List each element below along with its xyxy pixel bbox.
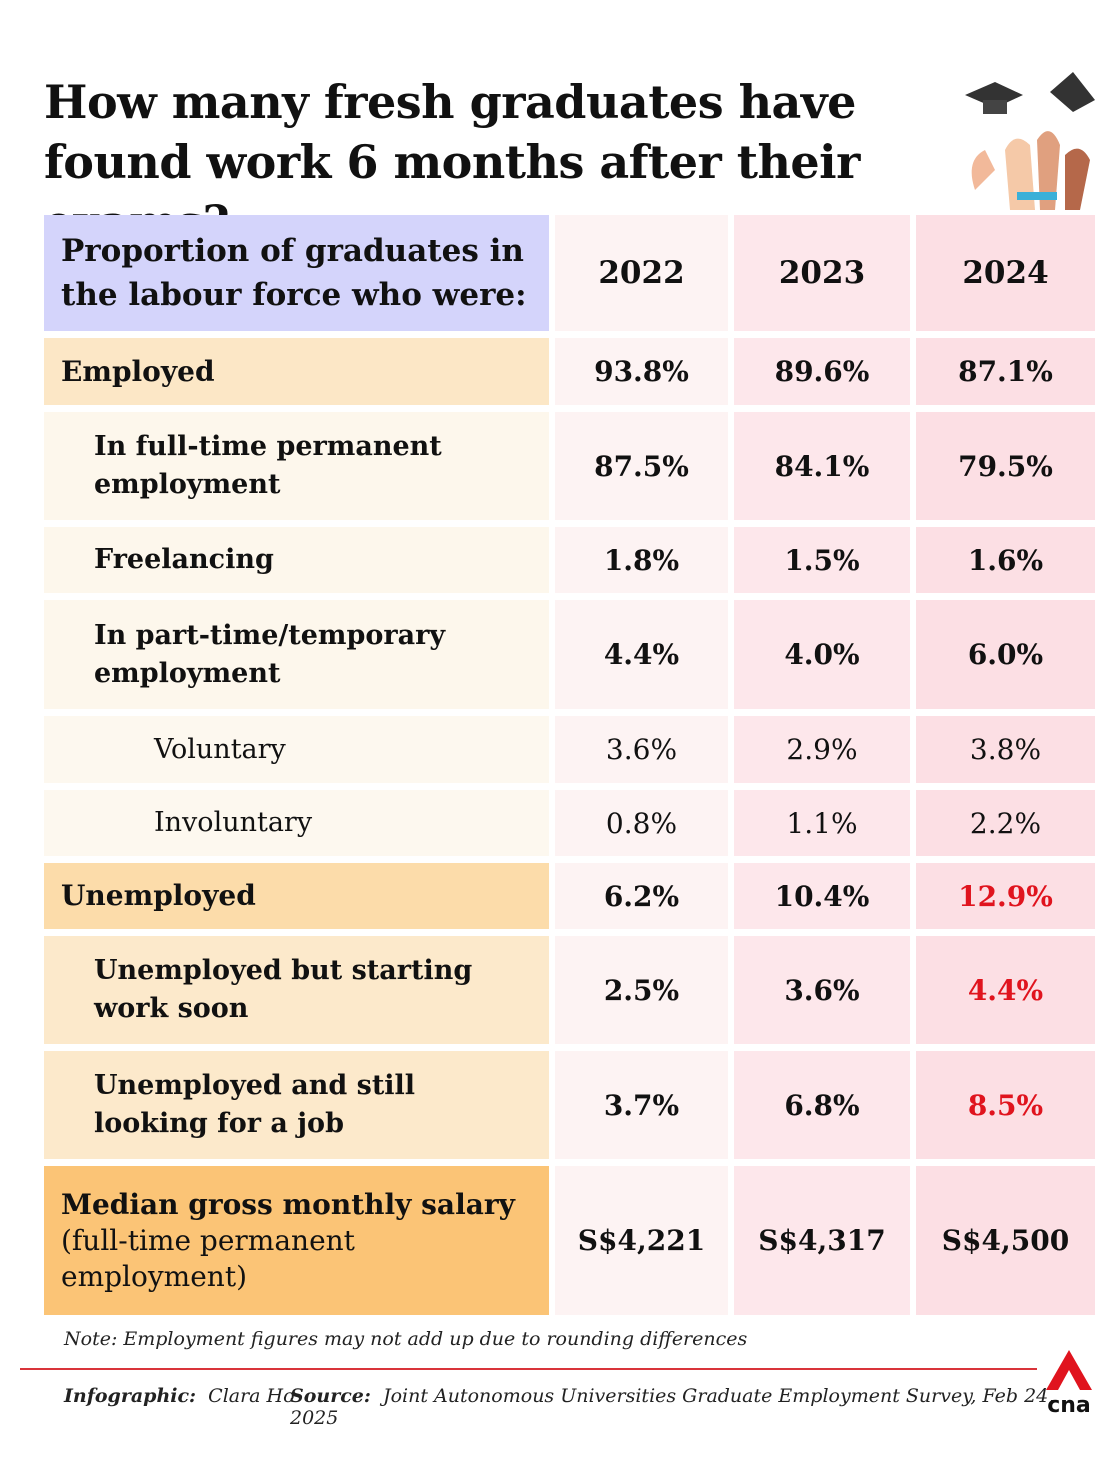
credit-name: Clara Ho <box>208 1385 295 1407</box>
row-value: 84.1% <box>734 412 910 520</box>
row-value: S$4,221 <box>555 1166 728 1315</box>
row-value: S$4,500 <box>916 1166 1095 1315</box>
row-value: 3.7% <box>555 1051 728 1159</box>
divider <box>20 1368 1037 1370</box>
row-value: 1.6% <box>916 527 1095 593</box>
credit: Infographic: Clara Ho <box>64 1385 295 1407</box>
row-label: In full-time permanent employment <box>44 412 549 520</box>
row-value: 3.6% <box>555 716 728 783</box>
row-value: 12.9% <box>916 863 1095 929</box>
row-value: 4.0% <box>734 600 910 709</box>
row-value: 3.6% <box>734 936 910 1044</box>
row-label: Freelancing <box>44 527 549 593</box>
row-label: Unemployed but starting work soon <box>44 936 549 1044</box>
row-label: Median gross monthly salary (full-time pe… <box>44 1166 549 1315</box>
row-value: 89.6% <box>734 338 910 405</box>
source: Source: Joint Autonomous Universities Gr… <box>290 1385 1101 1429</box>
row-value: 0.8% <box>555 790 728 856</box>
credit-label: Infographic: <box>64 1385 197 1407</box>
source-label: Source: <box>290 1385 371 1407</box>
row-value: 2.2% <box>916 790 1095 856</box>
row-label: Unemployed and still looking for a job <box>44 1051 549 1159</box>
graduation-illustration <box>965 72 1095 210</box>
row-value: 87.1% <box>916 338 1095 405</box>
row-value: 1.1% <box>734 790 910 856</box>
row-label-detail: (full-time permanent employment) <box>61 1223 355 1293</box>
row-value: 4.4% <box>916 936 1095 1044</box>
header-year: 2024 <box>916 215 1095 331</box>
row-label: Involuntary <box>44 790 549 856</box>
row-value: 1.8% <box>555 527 728 593</box>
row-label: Employed <box>44 338 549 405</box>
header-label: Proportion of graduates in the labour fo… <box>44 215 549 331</box>
row-value: 6.0% <box>916 600 1095 709</box>
row-value: 2.5% <box>555 936 728 1044</box>
header-year: 2022 <box>555 215 728 331</box>
row-value: 2.9% <box>734 716 910 783</box>
row-label: Voluntary <box>44 716 549 783</box>
row-value: 87.5% <box>555 412 728 520</box>
row-value: 3.8% <box>916 716 1095 783</box>
row-value: 8.5% <box>916 1051 1095 1159</box>
row-label: In part-time/temporary employment <box>44 600 549 709</box>
row-value: 4.4% <box>555 600 728 709</box>
header-year: 2023 <box>734 215 910 331</box>
title: How many fresh graduates have found work… <box>44 75 860 249</box>
row-value: 1.5% <box>734 527 910 593</box>
row-label: Unemployed <box>44 863 549 929</box>
row-label-main: Median gross monthly salary <box>61 1187 515 1221</box>
row-value: S$4,317 <box>734 1166 910 1315</box>
row-value: 93.8% <box>555 338 728 405</box>
row-value: 6.8% <box>734 1051 910 1159</box>
row-value: 10.4% <box>734 863 910 929</box>
logo-text: cna <box>1047 1393 1091 1416</box>
row-value: 6.2% <box>555 863 728 929</box>
logo: cna <box>1046 1350 1092 1416</box>
note: Note: Employment figures may not add up … <box>64 1328 748 1350</box>
source-text: Joint Autonomous Universities Graduate E… <box>290 1385 1055 1429</box>
row-value: 79.5% <box>916 412 1095 520</box>
